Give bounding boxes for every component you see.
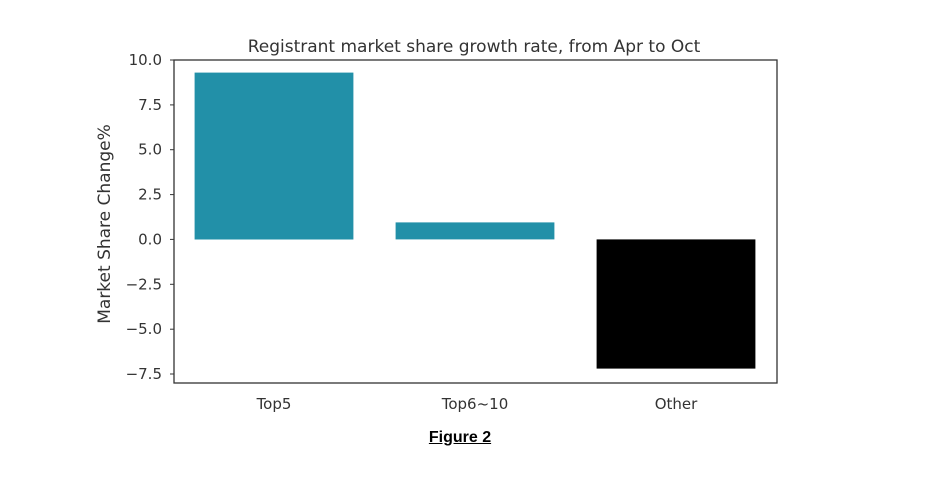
- chart-title: Registrant market share growth rate, fro…: [248, 37, 701, 57]
- y-tick-label: −7.5: [126, 365, 162, 383]
- axes-frame: [173, 59, 778, 384]
- x-tick-label: Top6~10: [441, 395, 509, 413]
- bar-top6-10: [395, 222, 555, 240]
- bar-other: [596, 239, 756, 369]
- y-tick-label: 0.0: [138, 230, 162, 248]
- x-tick-label: Other: [655, 395, 698, 413]
- figure-caption: Figure 2: [428, 429, 492, 446]
- y-tick-label: −2.5: [126, 275, 162, 293]
- y-tick-label: −5.0: [126, 320, 162, 338]
- x-ticks-layer: Top5 Top6~10 Other: [256, 395, 699, 413]
- bar-top5: [194, 72, 354, 240]
- x-tick-label: Top5: [256, 395, 292, 413]
- y-ticks-layer: 10.0 7.5 5.0 2.5 0.0 −2.5 −5.0 −7.5: [126, 51, 174, 383]
- y-axis-label: Market Share Change%: [95, 124, 115, 324]
- y-tick-label: 5.0: [138, 141, 162, 159]
- bars-layer: [194, 72, 756, 369]
- y-tick-label: 7.5: [138, 96, 162, 114]
- y-tick-label: 10.0: [129, 51, 162, 69]
- y-tick-label: 2.5: [138, 186, 162, 204]
